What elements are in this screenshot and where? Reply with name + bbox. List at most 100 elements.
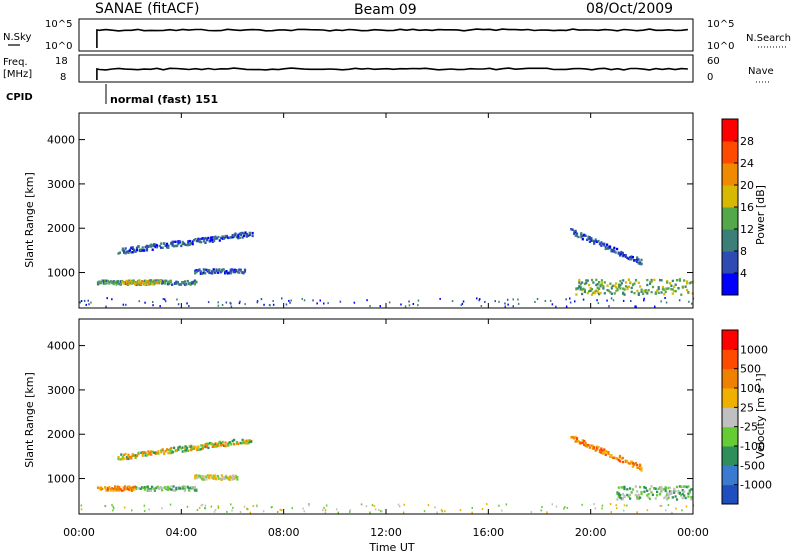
- scatter-cell: [131, 486, 134, 490]
- scatter-cell: [606, 450, 609, 453]
- scatter-cell: [578, 441, 581, 444]
- scatter-cell: [579, 288, 582, 291]
- scatter-cell: [155, 246, 159, 249]
- scatter-cell: [690, 488, 693, 491]
- scatter-cell: [668, 486, 671, 489]
- scatter-cell: [616, 457, 619, 460]
- scatter-cell: [104, 505, 107, 508]
- scatter-cell: [600, 447, 603, 450]
- scatter-cell: [626, 256, 629, 259]
- scatter-cell: [234, 233, 237, 237]
- scatter-cell: [158, 280, 161, 283]
- scatter-cell: [536, 298, 539, 300]
- scatter-cell: [165, 242, 169, 246]
- scatter-cell: [436, 511, 438, 514]
- scatter-cell: [671, 279, 674, 283]
- scatter-cell: [207, 446, 210, 450]
- scatter-cell: [614, 251, 617, 254]
- scatter-cell: [191, 240, 194, 243]
- scatter-cell: [247, 439, 250, 442]
- scatter-cell: [617, 285, 621, 288]
- scatter-cell: [666, 287, 669, 290]
- scatter-cell: [231, 236, 234, 239]
- scatter-cell: [208, 476, 211, 479]
- scatter-cell: [606, 289, 609, 292]
- scatter-cell: [202, 268, 205, 271]
- scatter-cell: [163, 486, 166, 490]
- scatter-cell: [122, 282, 125, 285]
- colorbar-tick-label: 28: [740, 135, 754, 148]
- scatter-cell: [670, 284, 673, 287]
- scatter-cell: [112, 509, 114, 512]
- scatter-cell: [633, 292, 636, 295]
- scatter-cell: [178, 240, 181, 243]
- scatter-cell: [125, 279, 128, 283]
- scatter-cell: [151, 450, 154, 454]
- scatter-cell: [120, 453, 123, 456]
- scatter-cell: [598, 287, 601, 290]
- scatter-cell: [256, 301, 259, 304]
- scatter-cell: [629, 281, 632, 284]
- scatter-cell: [637, 262, 640, 265]
- scatter-cell: [150, 244, 153, 248]
- scatter-cell: [690, 498, 693, 501]
- scatter-cell: [151, 248, 154, 251]
- scatter-cell: [251, 231, 254, 235]
- scatter-cell: [615, 504, 617, 507]
- scatter-cell: [145, 485, 148, 489]
- scatter-cell: [169, 503, 172, 506]
- scatter-cell: [215, 237, 219, 240]
- scatter-cell: [173, 446, 176, 449]
- scatter-cell: [675, 507, 677, 510]
- scatter-cell: [117, 456, 120, 459]
- scatter-cell: [144, 245, 147, 249]
- scatter-cell: [105, 305, 107, 308]
- scatter-cell: [563, 507, 565, 510]
- scatter-cell: [156, 281, 159, 285]
- scatter-cell: [634, 305, 636, 308]
- scatter-cell: [244, 231, 247, 234]
- scatter-cell: [243, 234, 246, 238]
- scatter-cell: [575, 288, 578, 291]
- scatter-cell: [80, 300, 83, 302]
- scatter-cell: [138, 487, 141, 490]
- scatter-cell: [155, 281, 158, 284]
- scatter-cell: [171, 450, 174, 454]
- scatter-cell: [633, 463, 636, 467]
- scatter-cell: [403, 503, 405, 506]
- scatter-cell: [603, 451, 606, 454]
- scatter-cell: [235, 440, 238, 444]
- scatter-cell: [687, 290, 690, 294]
- time-axis: 00:00 04:00 08:00 12:00 16:00 20:00 00:00: [63, 113, 709, 539]
- scatter-cell: [194, 238, 197, 241]
- scatter-cell: [591, 239, 594, 242]
- scatter-cell: [212, 268, 215, 271]
- scatter-cell: [229, 475, 232, 479]
- y-tick-label: 3000: [47, 384, 75, 397]
- scatter-cell: [161, 280, 164, 283]
- scatter-cell: [498, 504, 500, 507]
- scatter-cell: [637, 292, 640, 295]
- scatter-cell: [201, 475, 204, 478]
- scatter-cell: [181, 450, 184, 453]
- scatter-cell: [197, 239, 200, 243]
- scatter-cell: [214, 443, 217, 446]
- scatter-cell: [653, 487, 656, 490]
- scatter-cell: [104, 486, 107, 489]
- scatter-cell: [667, 486, 670, 490]
- scatter-cell: [211, 272, 214, 275]
- scatter-cell: [617, 486, 620, 489]
- scatter-cell: [204, 504, 207, 507]
- colorbar-segment: [722, 119, 738, 142]
- scatter-cell: [222, 476, 225, 479]
- scatter-cell: [440, 509, 443, 512]
- scatter-cell: [626, 287, 629, 291]
- scatter-cell: [610, 250, 613, 253]
- scatter-cell: [173, 245, 176, 248]
- scatter-cell: [231, 234, 234, 237]
- scatter-cell: [575, 440, 579, 443]
- scatter-cell: [680, 494, 683, 497]
- scatter-cell: [175, 281, 178, 284]
- scatter-cell: [677, 287, 680, 290]
- scatter-cell: [220, 444, 223, 447]
